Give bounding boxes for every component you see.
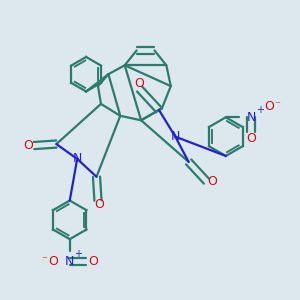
Text: O: O [23,139,33,152]
Text: N: N [246,111,256,124]
Text: O: O [207,175,217,188]
Text: N: N [73,152,82,165]
Text: +: + [256,105,264,115]
Text: O: O [246,132,256,145]
Text: ⁻: ⁻ [41,256,47,266]
Text: O: O [135,77,145,90]
Text: O: O [94,199,104,212]
Text: O: O [49,255,58,268]
Text: N: N [171,130,180,143]
Text: O: O [88,255,98,268]
Text: +: + [74,249,82,259]
Text: ⁻: ⁻ [274,100,280,110]
Text: N: N [65,255,74,268]
Text: O: O [264,100,274,112]
